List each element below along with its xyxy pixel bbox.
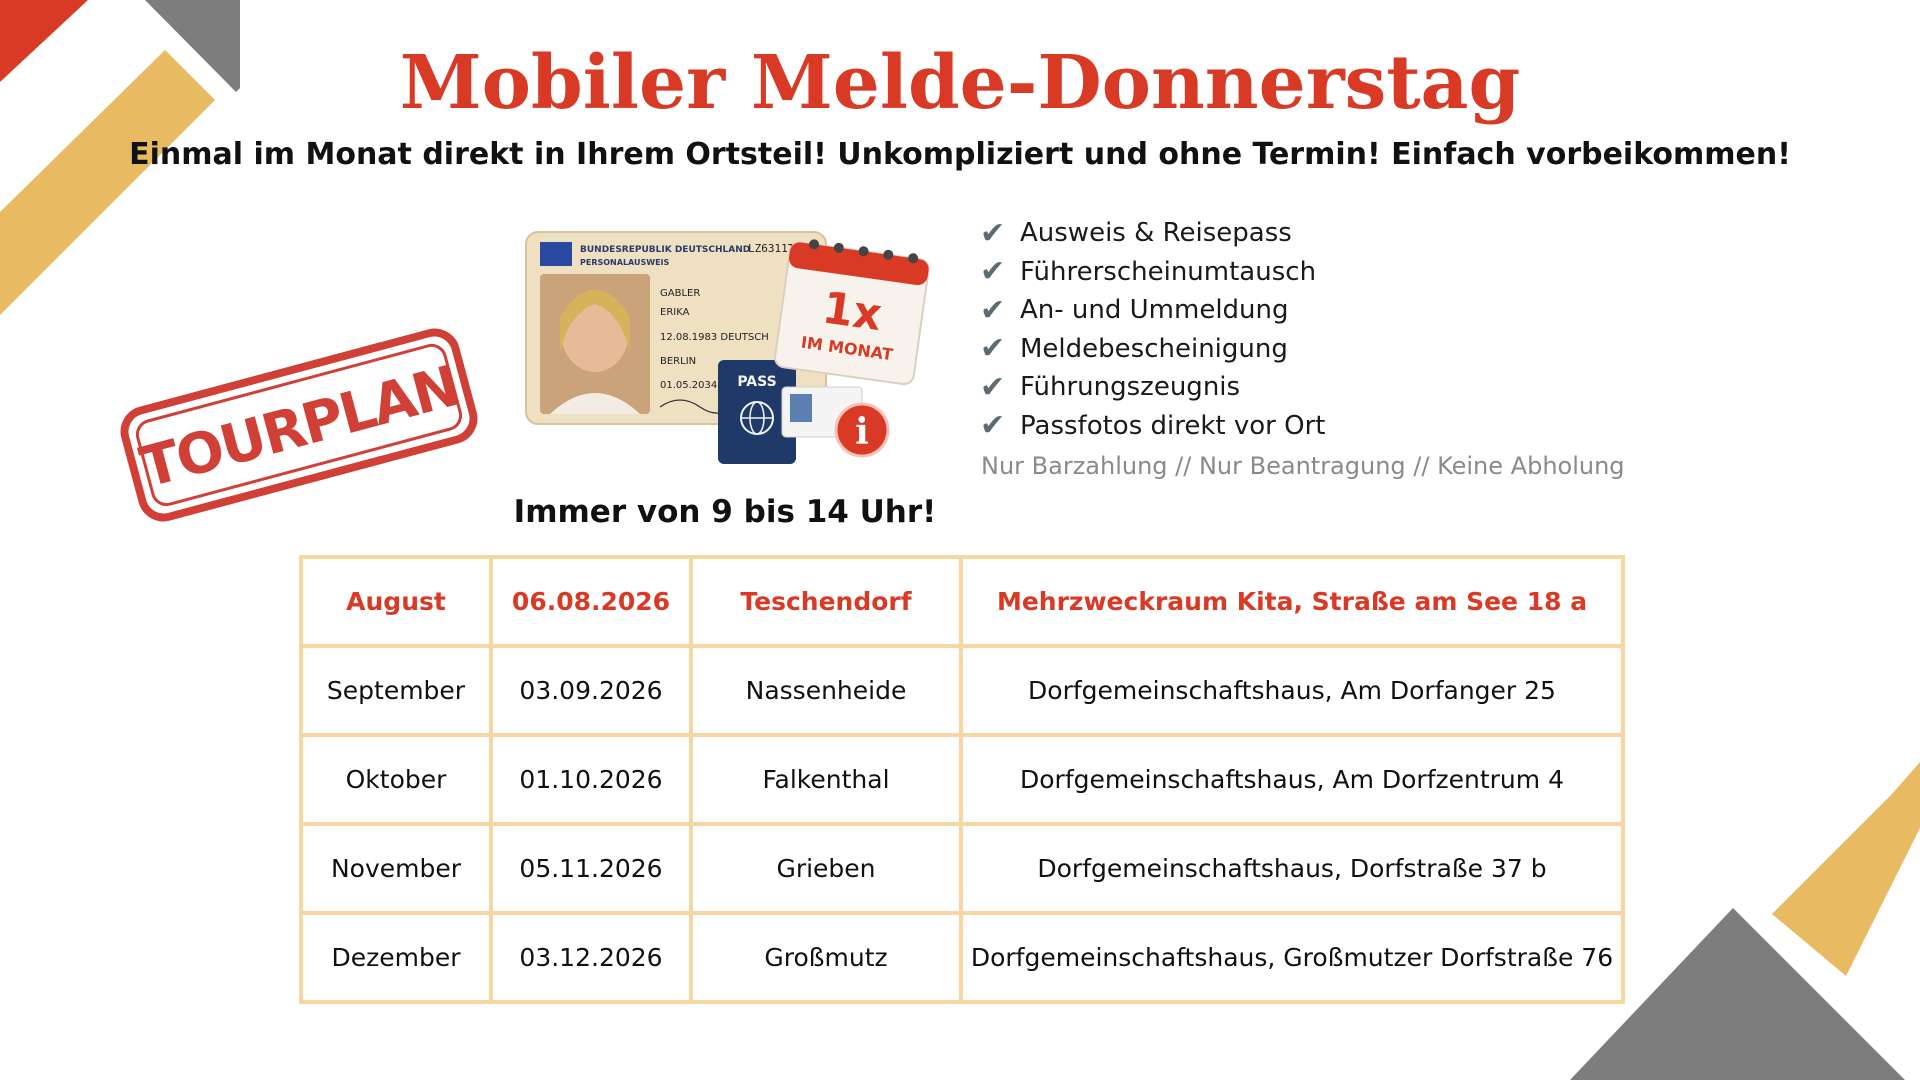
- month-cell: Oktober: [299, 733, 493, 826]
- opening-hours: Immer von 9 bis 14 Uhr!: [513, 494, 937, 530]
- service-item: ✔ Führungszeugnis: [980, 368, 1325, 407]
- service-item: ✔ Führerscheinumtausch: [980, 253, 1325, 292]
- location-cell: Dorfgemeinschaftshaus, Dorfstraße 37 b: [959, 822, 1625, 915]
- service-label: Ausweis & Reisepass: [1020, 218, 1292, 249]
- payment-note: Nur Barzahlung // Nur Beantragung // Kei…: [981, 452, 1625, 480]
- calendar-big-text: 1x: [819, 282, 885, 341]
- table-row: Oktober 01.10.2026 Falkenthal Dorfgemein…: [299, 733, 1625, 826]
- page-subtitle: Einmal im Monat direkt in Ihrem Ortsteil…: [129, 137, 1791, 172]
- id-place: BERLIN: [660, 356, 696, 367]
- table-row: November 05.11.2026 Grieben Dorfgemeinsc…: [299, 822, 1625, 915]
- service-item: ✔ Ausweis & Reisepass: [980, 214, 1325, 253]
- page-title: Mobiler Melde-Donnerstag: [399, 40, 1521, 126]
- service-label: Meldebescheinigung: [1020, 333, 1288, 364]
- check-icon: ✔: [980, 408, 1006, 444]
- services-list: ✔ Ausweis & Reisepass ✔ Führerscheinumtaus…: [980, 214, 1325, 445]
- village-cell: Nassenheide: [689, 644, 963, 737]
- id-birth: 12.08.1983 DEUTSCH: [660, 332, 769, 343]
- check-icon: ✔: [980, 369, 1006, 405]
- service-label: Führerscheinumtausch: [1020, 256, 1317, 287]
- tourplan-stamp: TOURPLAN: [120, 328, 478, 522]
- service-label: An- und Ummeldung: [1020, 295, 1289, 326]
- date-cell: 06.08.2026: [489, 555, 693, 648]
- date-cell: 01.10.2026: [489, 733, 693, 826]
- passport-label: PASS: [737, 374, 776, 390]
- id-expiry: 01.05.2034: [660, 380, 717, 391]
- service-item: ✔ Passfotos direkt vor Ort: [980, 407, 1325, 446]
- month-cell: August: [299, 555, 493, 648]
- service-label: Passfotos direkt vor Ort: [1020, 410, 1326, 441]
- month-cell: November: [299, 822, 493, 915]
- service-item: ✔ An- und Ummeldung: [980, 291, 1325, 330]
- date-cell: 03.12.2026: [489, 911, 693, 1004]
- village-cell: Falkenthal: [689, 733, 963, 826]
- service-item: ✔ Meldebescheinigung: [980, 330, 1325, 369]
- date-cell: 03.09.2026: [489, 644, 693, 737]
- table-row: September 03.09.2026 Nassenheide Dorfgem…: [299, 644, 1625, 737]
- location-cell: Dorfgemeinschaftshaus, Großmutzer Dorfst…: [959, 911, 1625, 1004]
- corner-decoration-bottom-right: [1570, 762, 1920, 1080]
- id-card-header: BUNDESREPUBLIK DEUTSCHLAND: [580, 245, 750, 255]
- location-cell: Dorfgemeinschaftshaus, Am Dorfzentrum 4: [959, 733, 1625, 826]
- id-documents-illustration: BUNDESREPUBLIK DEUTSCHLAND PERSONALAUSWE…: [525, 231, 930, 464]
- id-given-name: ERIKA: [660, 307, 690, 318]
- check-icon: ✔: [980, 331, 1006, 367]
- month-cell: September: [299, 644, 493, 737]
- table-row: August 06.08.2026 Teschendorf Mehrzweckr…: [299, 555, 1625, 648]
- check-icon: ✔: [980, 215, 1006, 251]
- check-icon: ✔: [980, 254, 1006, 290]
- village-cell: Großmutz: [689, 911, 963, 1004]
- location-cell: Mehrzweckraum Kita, Straße am See 18 a: [959, 555, 1625, 648]
- village-cell: Teschendorf: [689, 555, 963, 648]
- info-icon: i: [855, 411, 869, 453]
- date-cell: 05.11.2026: [489, 822, 693, 915]
- table-row: Dezember 03.12.2026 Großmutz Dorfgemeins…: [299, 911, 1625, 1004]
- service-label: Führungszeugnis: [1020, 372, 1241, 403]
- id-card-type: PERSONALAUSWEIS: [580, 258, 670, 267]
- id-surname: GABLER: [660, 288, 700, 299]
- location-cell: Dorfgemeinschaftshaus, Am Dorfanger 25: [959, 644, 1625, 737]
- village-cell: Grieben: [689, 822, 963, 915]
- month-cell: Dezember: [299, 911, 493, 1004]
- corner-decoration-top-left: [0, 0, 240, 315]
- check-icon: ✔: [980, 292, 1006, 328]
- tour-schedule-table: August 06.08.2026 Teschendorf Mehrzweckr…: [299, 555, 1625, 1004]
